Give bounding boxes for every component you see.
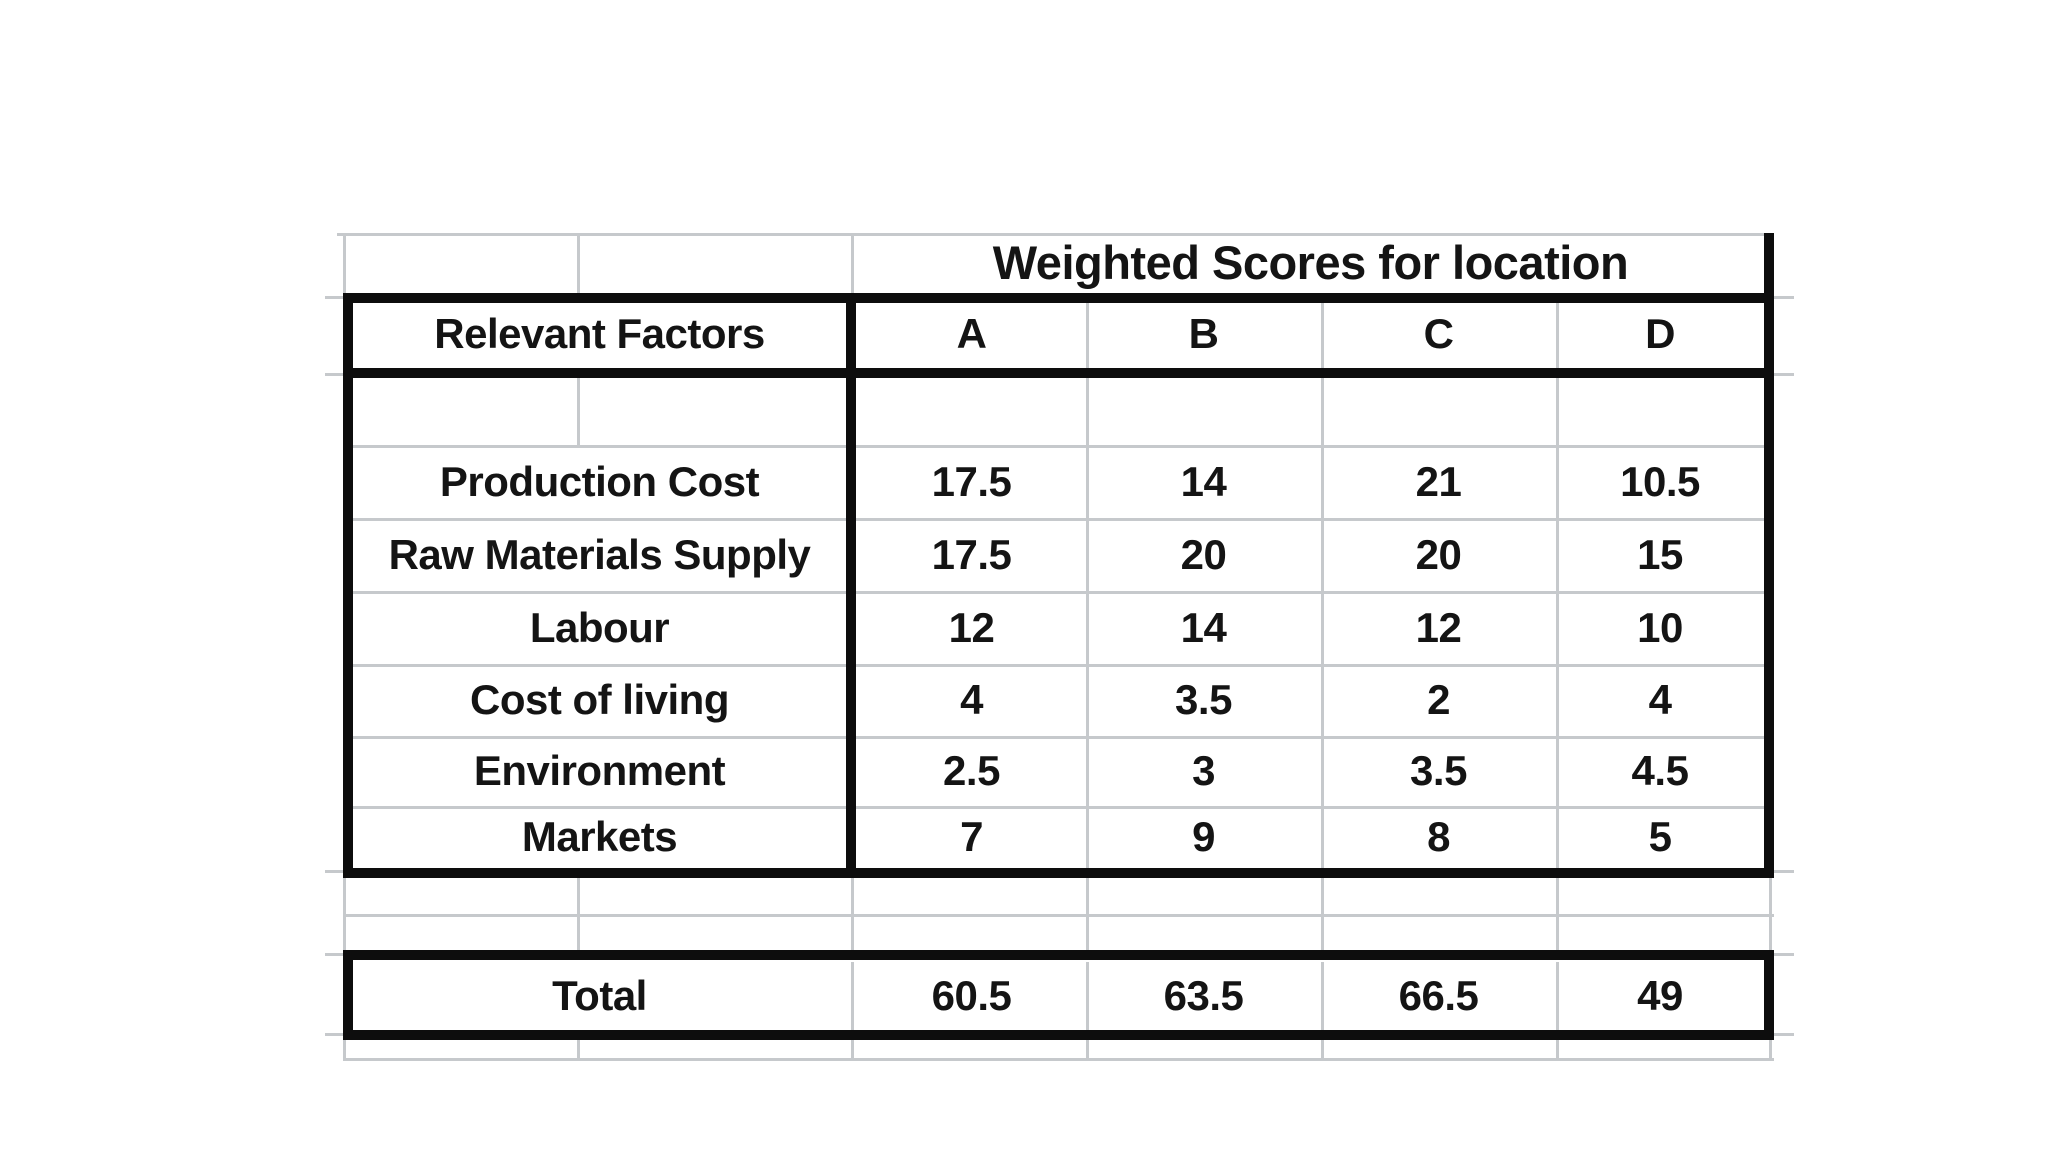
- gridline-stub: [325, 953, 343, 956]
- total-cell[interactable]: 66.5: [1398, 972, 1479, 1019]
- gridline-stub: [325, 296, 343, 299]
- row-label[interactable]: Cost of living: [470, 676, 730, 723]
- gridline: [353, 664, 1764, 667]
- gridline-stub: [325, 870, 343, 873]
- total-cell[interactable]: 60.5: [931, 972, 1012, 1019]
- table-cell[interactable]: 17.5: [931, 457, 1012, 505]
- gridline: [1321, 378, 1324, 868]
- table-cell[interactable]: 20: [1415, 530, 1462, 578]
- row-label[interactable]: Production Cost: [439, 457, 760, 505]
- gridline: [1086, 378, 1089, 868]
- gridline-stub: [325, 373, 343, 376]
- gridline: [1086, 1040, 1089, 1058]
- header-relevant-factors[interactable]: Relevant Factors: [434, 310, 765, 357]
- gridline: [343, 1040, 346, 1058]
- table-cell[interactable]: 4.5: [1631, 747, 1689, 794]
- column-header-c[interactable]: C: [1423, 310, 1454, 357]
- gridline-stub: [1774, 296, 1794, 299]
- table-cell[interactable]: 21: [1415, 457, 1462, 505]
- gridline: [353, 445, 1764, 448]
- gridline-stub: [1774, 1033, 1794, 1036]
- gridline: [1556, 378, 1559, 868]
- gridline: [353, 518, 1764, 521]
- gridline: [343, 1058, 1774, 1061]
- table-cell[interactable]: 7: [960, 813, 983, 860]
- gridline: [353, 806, 1764, 809]
- table-cell[interactable]: 4: [1648, 676, 1672, 723]
- table-cell[interactable]: 3.5: [1175, 676, 1232, 723]
- row-label[interactable]: Labour: [529, 603, 670, 651]
- column-header-a[interactable]: A: [956, 310, 987, 357]
- gridline-stub: [1774, 870, 1794, 873]
- gridline-stub: [1774, 373, 1794, 376]
- gridline-stub: [1774, 953, 1794, 956]
- gridline: [1556, 962, 1559, 1030]
- gridline: [577, 1040, 580, 1058]
- table-cell[interactable]: 10: [1637, 603, 1683, 651]
- table-cell[interactable]: 2.5: [943, 747, 1000, 794]
- gridline-stub: [325, 1033, 343, 1036]
- gridline: [1086, 962, 1089, 1030]
- table-cell[interactable]: 2: [1427, 676, 1450, 723]
- table-cell[interactable]: 4: [960, 676, 983, 723]
- total-cell[interactable]: 49: [1637, 972, 1683, 1019]
- main-table-border: [343, 293, 1774, 878]
- column-header-d[interactable]: D: [1645, 310, 1675, 357]
- total-row-border: [343, 950, 1774, 1040]
- gridline: [577, 233, 580, 293]
- gridline: [343, 914, 1774, 917]
- table-cell[interactable]: 15: [1637, 530, 1683, 578]
- header-bottom-border: [343, 368, 1774, 378]
- table-cell[interactable]: 12: [1415, 603, 1462, 651]
- gridline: [1556, 1040, 1559, 1058]
- gridline: [337, 233, 1764, 236]
- table-cell[interactable]: 5: [1648, 813, 1672, 860]
- factors-divider-border: [846, 293, 856, 878]
- total-cell[interactable]: 63.5: [1163, 972, 1244, 1019]
- gridline: [1556, 303, 1559, 368]
- gridline: [353, 591, 1764, 594]
- title-right-border: [1764, 233, 1774, 293]
- gridline: [1321, 1040, 1324, 1058]
- gridline: [353, 736, 1764, 739]
- total-label[interactable]: Total: [552, 972, 647, 1019]
- gridline: [1086, 303, 1089, 368]
- gridline: [851, 233, 854, 293]
- gridline: [1321, 303, 1324, 368]
- row-label[interactable]: Raw Materials Supply: [388, 530, 811, 578]
- table-cell[interactable]: 3.5: [1410, 747, 1467, 794]
- table-cell[interactable]: 3: [1192, 747, 1215, 794]
- gridline: [343, 233, 346, 293]
- gridline: [851, 1040, 854, 1058]
- table-cell[interactable]: 10.5: [1620, 457, 1700, 505]
- gridline: [1769, 1040, 1772, 1058]
- table-cell[interactable]: 14: [1180, 603, 1227, 651]
- table-cell[interactable]: 14: [1180, 457, 1227, 505]
- row-label[interactable]: Markets: [521, 813, 678, 860]
- table-cell[interactable]: 17.5: [931, 530, 1012, 578]
- gridline: [851, 962, 854, 1030]
- table-cell[interactable]: 9: [1192, 813, 1215, 860]
- table-cell[interactable]: 8: [1427, 813, 1450, 860]
- table-title: Weighted Scores for location: [992, 235, 1629, 289]
- column-header-b[interactable]: B: [1188, 310, 1219, 357]
- row-label[interactable]: Environment: [473, 747, 726, 794]
- gridline: [1321, 962, 1324, 1030]
- gridline: [577, 378, 580, 445]
- table-cell[interactable]: 12: [948, 603, 995, 651]
- table-cell[interactable]: 20: [1180, 530, 1227, 578]
